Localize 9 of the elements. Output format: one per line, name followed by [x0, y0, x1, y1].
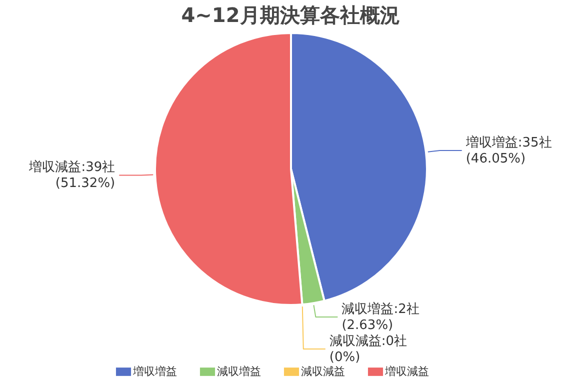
- legend-label: 増収減益: [384, 364, 429, 378]
- legend-label: 増収増益: [132, 364, 177, 378]
- data-label: 増収増益:35社 (46.05%): [464, 134, 552, 166]
- data-label: 減収増益:2社 (2.63%): [342, 300, 420, 333]
- chart-title: 4~12月期決算各社概況: [181, 3, 400, 27]
- data-label: 増収減益:39社 (51.32%): [28, 159, 116, 192]
- text: 減収減益:0社 (0%): [329, 334, 408, 365]
- legend-label: 減収増益: [217, 364, 261, 378]
- legend-label: 減収減益: [301, 364, 345, 378]
